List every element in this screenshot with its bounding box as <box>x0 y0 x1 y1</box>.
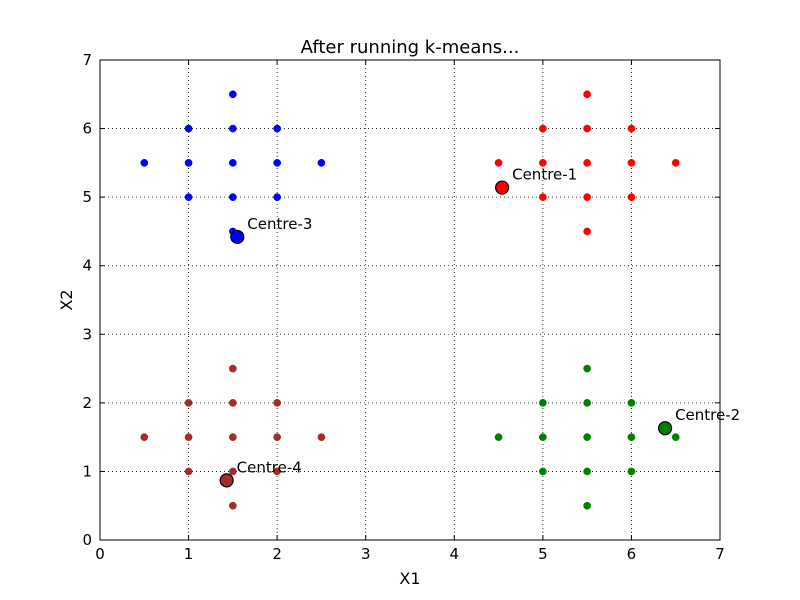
x-tick-label: 2 <box>272 545 282 563</box>
centroid-marker <box>230 229 245 245</box>
x-tick-label: 4 <box>450 545 460 563</box>
y-axis-label: X2 <box>57 289 76 310</box>
cluster-2-point <box>494 159 503 167</box>
cluster-2-point <box>627 159 636 167</box>
centroid-marker <box>495 180 510 195</box>
cluster-1-point <box>140 159 149 167</box>
x-tick-label: 6 <box>627 545 637 563</box>
cluster-4-point <box>229 364 237 373</box>
cluster-3-point <box>583 364 591 373</box>
cluster-4-point <box>273 433 281 441</box>
x-tick-label: 0 <box>95 545 105 563</box>
x-tick-label: 3 <box>361 545 371 563</box>
cluster-1-point <box>184 193 193 201</box>
cluster-2-point <box>627 193 636 201</box>
cluster-2-point <box>671 159 680 167</box>
cluster-4-point <box>229 399 237 407</box>
cluster-1-point <box>317 159 326 167</box>
cluster-4-point <box>229 433 237 441</box>
cluster-3-point <box>494 433 503 441</box>
cluster-2-point <box>583 227 591 236</box>
y-tick-label: 6 <box>82 120 92 138</box>
cluster-4-point <box>184 399 193 407</box>
x-tick-label: 7 <box>715 545 725 563</box>
centroid-label: Centre-2 <box>675 406 740 424</box>
cluster-3-point <box>583 433 591 441</box>
cluster-4-point <box>184 467 193 476</box>
y-tick-label: 5 <box>82 188 92 206</box>
cluster-2-point <box>583 124 591 133</box>
cluster-4-point <box>229 467 237 476</box>
cluster-2-point <box>583 90 591 99</box>
centroid-marker <box>657 421 673 436</box>
cluster-2-point <box>539 159 547 167</box>
centroid-marker <box>219 473 234 488</box>
centroid-markers: Centre-1 Centre-2 Centre-3 Centre-4 <box>219 166 740 488</box>
cluster-1-point <box>229 159 237 167</box>
cluster-3-point <box>627 433 636 441</box>
cluster-3-point <box>583 399 591 407</box>
x-tick-label: 1 <box>184 545 194 563</box>
grid-lines <box>100 60 720 540</box>
cluster-3-point <box>583 467 591 476</box>
x-tick-label: 5 <box>538 545 548 563</box>
plot-area-frame <box>99 59 721 541</box>
cluster-3-point <box>539 399 547 407</box>
cluster-1-point <box>273 193 281 201</box>
cluster-4-point <box>184 433 193 441</box>
cluster-1-point <box>229 193 237 201</box>
cluster-1-point <box>229 124 237 133</box>
cluster-1-point <box>184 124 193 133</box>
cluster-4-point <box>229 501 237 510</box>
cluster-1-point <box>273 124 281 133</box>
cluster-2-point <box>627 124 636 133</box>
cluster-3-point <box>627 399 636 407</box>
y-tick-label: 2 <box>82 394 92 412</box>
centroid-label: Centre-4 <box>237 458 302 476</box>
cluster-1-point <box>184 159 193 167</box>
cluster-3-point <box>583 501 591 510</box>
cluster-3-point <box>671 433 680 441</box>
cluster-2-point <box>583 193 591 201</box>
cluster-1-point <box>273 159 281 167</box>
centroid-label: Centre-1 <box>512 166 577 184</box>
cluster-4-point <box>273 467 281 476</box>
cluster-2-point <box>539 124 547 133</box>
y-tick-label: 0 <box>82 531 92 549</box>
centroid-label: Centre-3 <box>247 215 312 233</box>
y-tick-label: 7 <box>82 51 92 69</box>
cluster-2-point <box>583 159 591 167</box>
cluster-4-point <box>140 433 149 441</box>
cluster-3-point <box>539 433 547 441</box>
cluster-3-point <box>627 467 636 476</box>
cluster-3-point <box>539 467 547 476</box>
cluster-1-point <box>229 90 237 99</box>
cluster-2-point <box>539 193 547 201</box>
chart-title: After running k-means... <box>301 37 520 58</box>
cluster-4-point <box>317 433 326 441</box>
y-tick-label: 1 <box>82 462 92 480</box>
y-tick-label: 4 <box>82 257 92 275</box>
data-points <box>140 90 680 510</box>
cluster-4-point <box>273 399 281 407</box>
y-tick-label: 3 <box>82 325 92 343</box>
x-axis-label: X1 <box>399 569 420 588</box>
axis-ticks: 0 1 2 3 4 5 6 7 0 1 2 3 4 5 6 7 <box>82 51 724 563</box>
